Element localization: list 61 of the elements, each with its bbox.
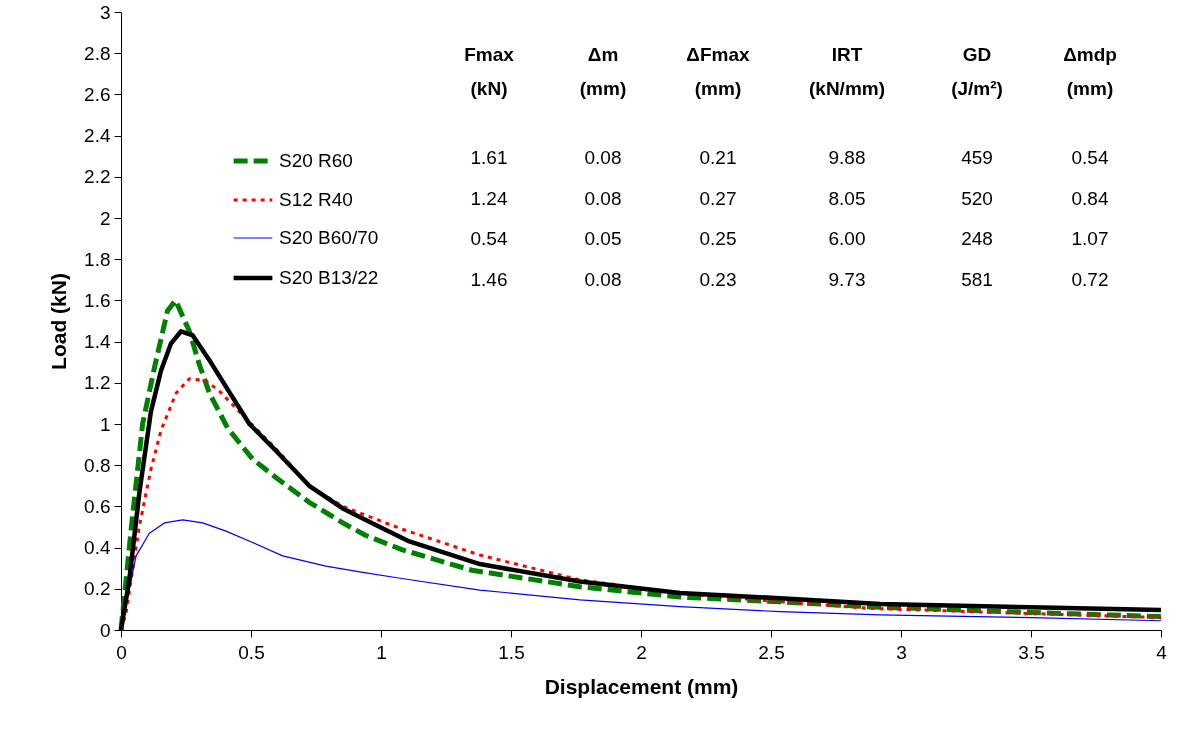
y-tick-label: 2.4 (84, 125, 111, 147)
legend-label: S20 R60 (279, 150, 353, 171)
annotation: 8.05 (828, 187, 866, 209)
annotation: 0.23 (699, 268, 737, 290)
annotation: 459 (961, 147, 993, 168)
annotation: 0.54 (1071, 147, 1109, 168)
annotation: 0.54 (470, 228, 508, 249)
y-tick-label: 0.2 (84, 578, 111, 600)
annotation: 0.08 (584, 268, 622, 290)
y-axis-title: Load (kN) (47, 273, 71, 370)
x-tick-label: 0.5 (238, 641, 265, 663)
y-tick-label: 2.6 (84, 83, 111, 105)
annotation: 581 (961, 268, 993, 290)
annotation: GD (J/m²) (951, 44, 1003, 99)
annotation: 1.07 (1071, 228, 1109, 249)
y-tick-label: 1.2 (84, 372, 111, 394)
y-tick-label: 0 (99, 619, 111, 641)
annotation: 0.08 (584, 187, 622, 209)
x-tick-label: 0 (116, 641, 127, 663)
y-tick-label: 2.2 (84, 166, 111, 188)
y-tick-label: 3 (99, 1, 111, 23)
x-tick-label: 4 (1156, 641, 1168, 663)
annotation: 0.08 (584, 147, 622, 168)
annotation: 6.00 (828, 228, 866, 249)
y-tick-label: 0.8 (84, 454, 111, 476)
annotation: 0.21 (699, 147, 737, 168)
annotation: 0.72 (1071, 268, 1109, 290)
annotation: 1.46 (470, 268, 508, 290)
legend-label: S20 B60/70 (279, 227, 379, 248)
annotation: 9.73 (828, 268, 866, 290)
annotation: Δm (mm) (579, 44, 627, 99)
annotation: 248 (961, 228, 993, 249)
annotation: 0.27 (699, 187, 737, 209)
x-tick-label: 2 (636, 641, 647, 663)
x-tick-label: 3 (896, 641, 907, 663)
annotation: IRT (kN/mm) (808, 44, 886, 99)
legend-label: S12 R40 (279, 189, 353, 210)
x-tick-label: 3.5 (1018, 641, 1045, 663)
y-tick-label: 0.4 (84, 537, 111, 559)
annotation: 0.84 (1071, 187, 1109, 209)
legend-label: S20 B13/22 (279, 267, 379, 288)
x-tick-label: 1 (376, 641, 387, 663)
y-tick-label: 1.8 (84, 248, 111, 270)
y-tick-label: 2.8 (84, 42, 111, 64)
annotation: 0.05 (584, 228, 622, 249)
y-tick-label: 2 (99, 207, 111, 229)
annotation: Fmax (kN) (464, 44, 515, 99)
x-tick-label: 1.5 (498, 641, 525, 663)
y-tick-label: 1.6 (84, 289, 111, 311)
annotation: 1.24 (470, 187, 508, 209)
x-axis-title: Displacement (mm) (544, 674, 739, 698)
annotation: Δmdp (mm) (1063, 44, 1117, 99)
annotation: 520 (961, 187, 993, 209)
annotation: ΔFmax (mm) (686, 44, 751, 99)
annotation: 1.61 (470, 147, 508, 168)
annotation: 0.25 (699, 228, 737, 249)
y-tick-label: 1 (99, 413, 111, 435)
y-tick-label: 0.6 (84, 495, 111, 517)
x-tick-label: 2.5 (758, 641, 785, 663)
y-tick-label: 1.4 (84, 331, 111, 353)
annotation: 9.88 (828, 147, 866, 168)
